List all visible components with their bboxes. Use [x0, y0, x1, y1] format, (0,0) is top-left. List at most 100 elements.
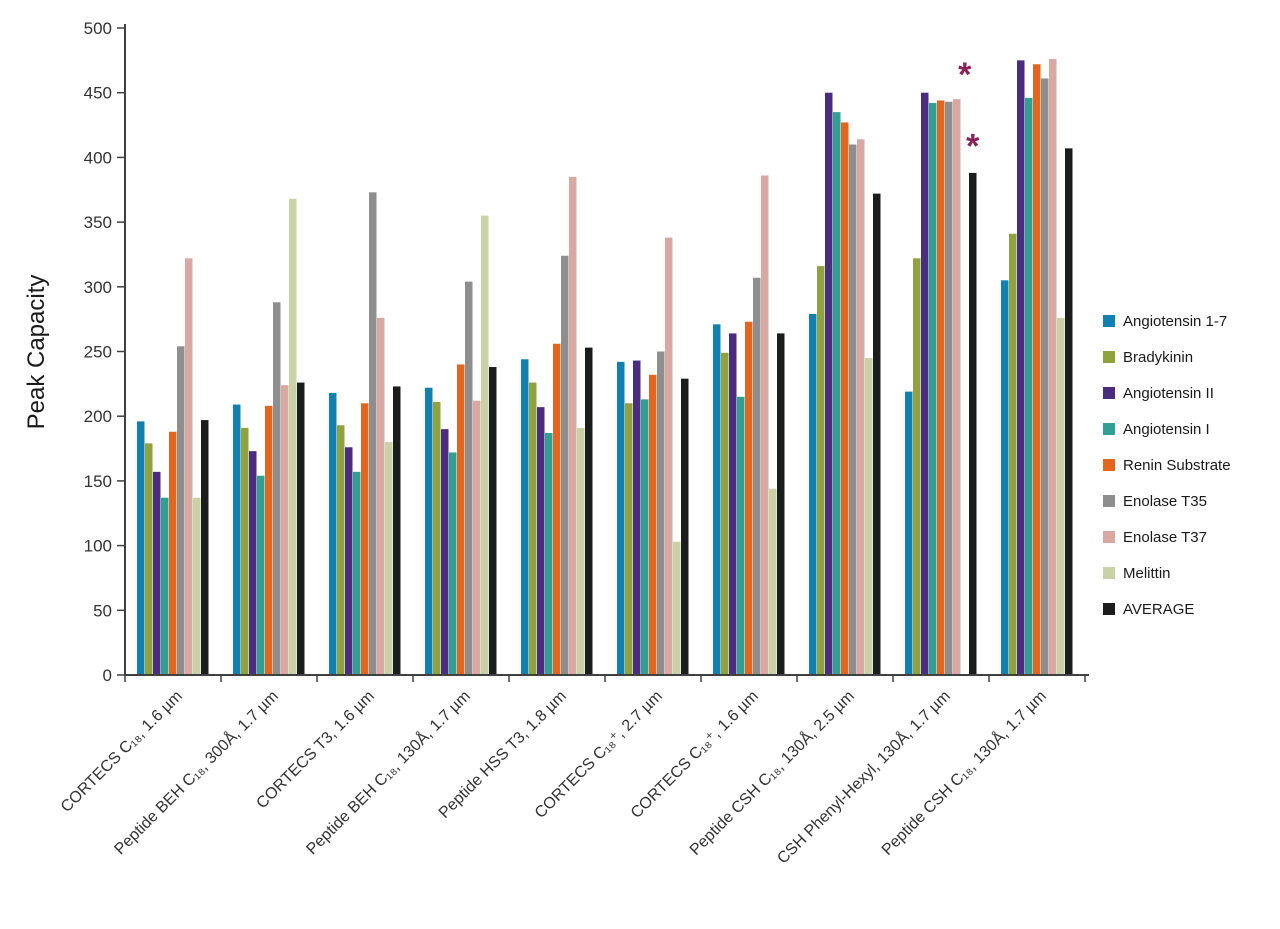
bar-enolase-t35: [657, 351, 665, 675]
bar-angiotensin-1-7: [521, 359, 529, 675]
bar-average: [777, 333, 785, 675]
bar-angiotensin-ii: [441, 429, 449, 675]
bar-average: [297, 382, 305, 675]
bar-angiotensin-ii: [1017, 60, 1025, 676]
legend-swatch: [1103, 603, 1115, 615]
y-axis-ticks: 0 50 100 150 200 250 300 350 400 450 500: [84, 19, 125, 685]
bar-melittin: [193, 497, 201, 675]
bar-angiotensin-i: [161, 497, 169, 675]
bar-groups: [137, 59, 1073, 676]
bar-enolase-t37: [185, 258, 193, 675]
bar-renin-substrate: [457, 364, 465, 675]
legend-swatch: [1103, 567, 1115, 579]
bar-angiotensin-i: [353, 471, 361, 675]
bar-angiotensin-ii: [345, 447, 353, 675]
bar-average: [585, 347, 593, 675]
bar-angiotensin-i: [641, 399, 649, 675]
bar-bradykinin: [1009, 233, 1017, 675]
bar-group: [425, 215, 497, 675]
legend-item-angiotensin-1-7: Angiotensin 1-7: [1103, 303, 1278, 339]
bar-average: [681, 378, 689, 675]
bar-angiotensin-i: [545, 433, 553, 675]
bar-bradykinin: [241, 427, 249, 675]
bar-bradykinin: [337, 425, 345, 675]
bar-melittin: [673, 541, 681, 675]
bar-enolase-t35: [273, 302, 281, 675]
bar-melittin: [481, 215, 489, 675]
bar-enolase-t37: [377, 317, 385, 675]
bar-enolase-t35: [753, 277, 761, 675]
bar-enolase-t35: [945, 101, 953, 676]
bar-angiotensin-1-7: [905, 391, 913, 675]
legend-item-enolase-t35: Enolase T35: [1103, 483, 1278, 519]
bar-angiotensin-ii: [153, 471, 161, 675]
legend-item-bradykinin: Bradykinin: [1103, 339, 1278, 375]
y-tick-label: 200: [84, 407, 112, 426]
legend-swatch: [1103, 387, 1115, 399]
bar-angiotensin-ii: [729, 333, 737, 675]
bar-bradykinin: [817, 266, 825, 675]
bar-average: [393, 386, 401, 675]
bar-enolase-t37: [953, 99, 961, 676]
bar-renin-substrate: [937, 100, 945, 676]
bar-group: [137, 258, 209, 675]
y-tick-label: 50: [93, 601, 112, 620]
bar-melittin: [1057, 317, 1065, 675]
y-tick-label: 500: [84, 19, 112, 38]
bar-angiotensin-i: [929, 103, 937, 675]
bar-bradykinin: [721, 352, 729, 675]
bar-average: [969, 172, 977, 676]
bar-group: [617, 237, 689, 676]
bar-bradykinin: [529, 382, 537, 675]
bar-renin-substrate: [361, 403, 369, 675]
bar-bradykinin: [433, 401, 441, 675]
bar-renin-substrate: [169, 431, 177, 675]
y-axis-title: Peak Capacity: [23, 275, 50, 430]
legend-label: Melittin: [1123, 564, 1171, 582]
bar-bradykinin: [913, 258, 921, 675]
x-category-label: Peptide CSH C₁₈, 130Å, 1.7 µm: [877, 686, 1049, 858]
bar-enolase-t35: [369, 192, 377, 675]
legend-swatch: [1103, 423, 1115, 435]
bar-enolase-t37: [1049, 59, 1057, 675]
y-tick-label: 100: [84, 537, 112, 556]
bar-enolase-t35: [561, 255, 569, 675]
bar-enolase-t37: [761, 175, 769, 676]
bar-enolase-t35: [849, 144, 857, 675]
bar-group: [1001, 59, 1073, 676]
bar-average: [1065, 148, 1073, 676]
asterisk-annotation: *: [958, 56, 972, 94]
bar-angiotensin-ii: [825, 92, 833, 675]
legend-swatch: [1103, 315, 1115, 327]
y-tick-label: 0: [103, 666, 112, 685]
legend-label: Renin Substrate: [1123, 456, 1231, 474]
bar-group: [713, 175, 785, 676]
bar-angiotensin-i: [833, 112, 841, 676]
bar-renin-substrate: [1033, 64, 1041, 676]
legend-label: AVERAGE: [1123, 600, 1195, 618]
bar-angiotensin-i: [1025, 97, 1033, 676]
y-tick-label: 400: [84, 148, 112, 167]
x-category-label: Peptide BEH C₁₈, 300Å, 1.7 µm: [110, 686, 282, 858]
legend: Angiotensin 1-7 Bradykinin Angiotensin II A…: [1103, 303, 1278, 627]
bar-angiotensin-ii: [537, 407, 545, 675]
axes: [124, 24, 1089, 682]
legend-item-enolase-t37: Enolase T37: [1103, 519, 1278, 555]
bar-angiotensin-1-7: [329, 392, 337, 675]
bar-renin-substrate: [841, 122, 849, 676]
bar-enolase-t37: [281, 385, 289, 675]
legend-label: Angiotensin I: [1123, 420, 1210, 438]
y-tick-label: 350: [84, 213, 112, 232]
bar-angiotensin-ii: [633, 360, 641, 675]
bar-melittin: [577, 427, 585, 675]
bar-enolase-t35: [465, 281, 473, 675]
bar-enolase-t35: [1041, 78, 1049, 675]
bar-melittin: [385, 442, 393, 675]
bar-renin-substrate: [553, 343, 561, 675]
bar-angiotensin-1-7: [137, 421, 145, 675]
bar-average: [873, 193, 881, 675]
bar-angiotensin-ii: [921, 92, 929, 675]
bar-renin-substrate: [649, 374, 657, 675]
